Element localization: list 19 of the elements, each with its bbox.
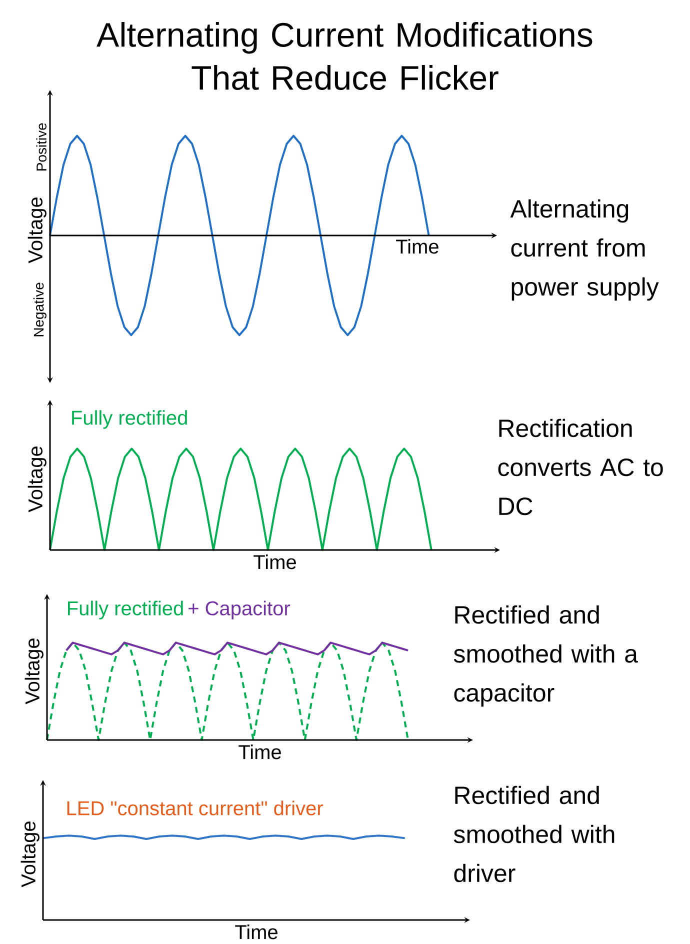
y-axis-title: Voltage bbox=[24, 638, 44, 704]
text: LED "constant current" driver bbox=[67, 800, 324, 816]
y-axis-title: Voltage bbox=[28, 198, 46, 264]
series-label: Fully rectified bbox=[68, 600, 183, 620]
x-axis-title: Time bbox=[238, 744, 281, 760]
text: Rectification converts AC to DC bbox=[498, 418, 663, 516]
text: Rectified and smoothed with driver bbox=[454, 786, 614, 882]
text: Alternating current from power supply bbox=[510, 199, 659, 301]
x-axis-title: Time bbox=[396, 239, 438, 254]
x-axis-title: Time bbox=[254, 554, 296, 570]
text: Positive bbox=[36, 123, 46, 170]
y-axis-title: Voltage bbox=[28, 446, 46, 512]
y-axis-title: Voltage bbox=[20, 822, 40, 888]
series-label: Fully rectified bbox=[72, 410, 187, 429]
text: Negative bbox=[33, 282, 46, 336]
chart-title: Alternating Current Modifications That Reduce Flicker bbox=[96, 22, 592, 90]
text: Rectified and smoothed with a capacitor bbox=[454, 605, 638, 707]
x-axis-title: Time bbox=[235, 924, 278, 940]
series-label: + Capacitor bbox=[188, 600, 290, 620]
